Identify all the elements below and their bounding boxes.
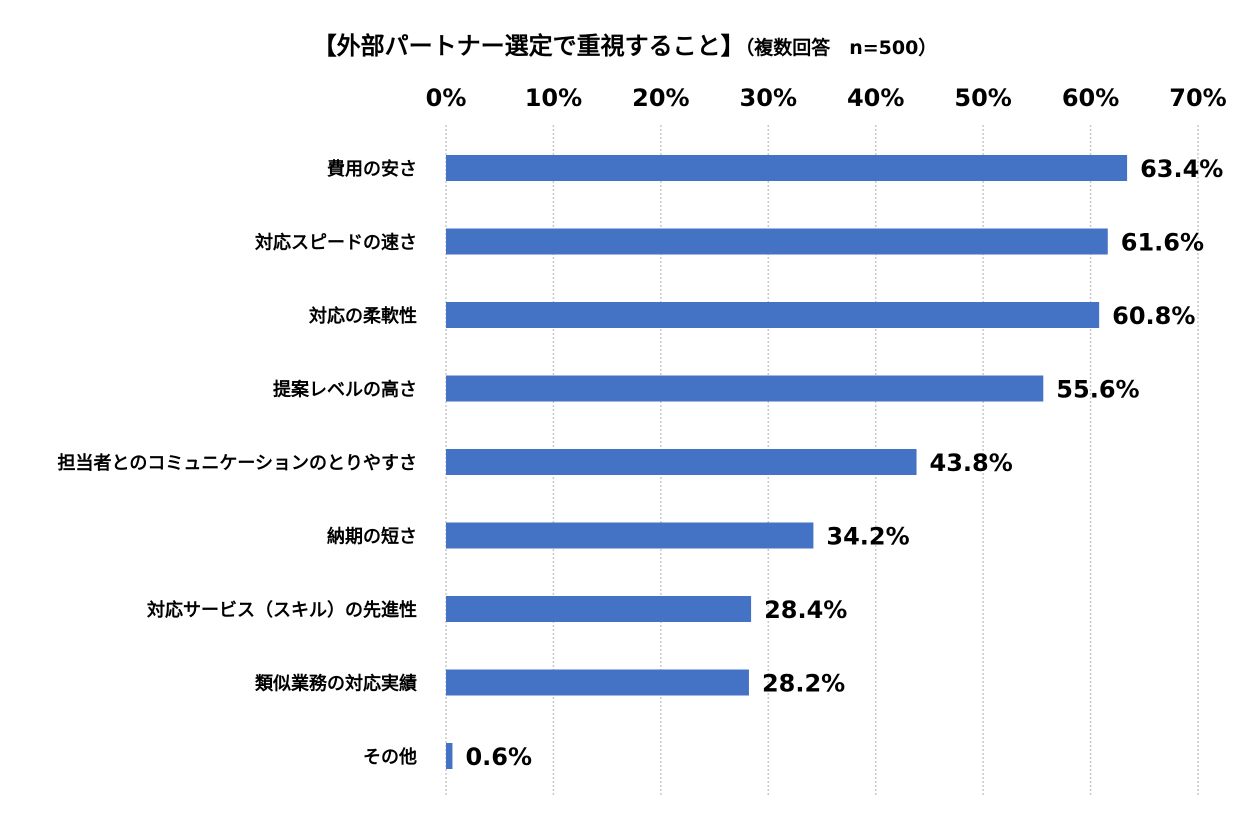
bar — [446, 522, 814, 549]
category-label: 費用の安さ — [327, 158, 417, 180]
bar — [446, 596, 752, 622]
value-label: 28.4% — [764, 596, 847, 624]
category-label: その他 — [363, 746, 417, 768]
bar — [446, 375, 1044, 402]
bar — [446, 228, 1108, 255]
category-labels: 費用の安さ対応スピードの速さ対応の柔軟性提案レベルの高さ担当者とのコミュニケーシ… — [58, 158, 417, 768]
bar — [446, 155, 1128, 181]
x-tick-label: 70% — [1169, 84, 1226, 112]
value-label: 61.6% — [1121, 229, 1204, 257]
chart-title-main: 【外部パートナー選定で重視すること】 — [312, 32, 745, 60]
value-label: 63.4% — [1140, 155, 1223, 183]
chart-title: 【外部パートナー選定で重視すること】（複数回答 n=500） — [0, 26, 1250, 61]
value-label: 60.8% — [1112, 302, 1195, 330]
category-label: 提案レベルの高さ — [273, 379, 417, 401]
bar — [446, 302, 1100, 328]
bars — [446, 155, 1128, 769]
chart-subtitle: （複数回答 n=500） — [744, 37, 938, 59]
category-label: 納期の短さ — [327, 526, 417, 548]
x-tick-label: 60% — [1062, 84, 1119, 112]
x-axis-ticks: 0% 10% 20% 30% 40% 50% 60% 70% — [426, 84, 1227, 112]
x-tick-label: 50% — [954, 84, 1011, 112]
x-tick-label: 30% — [740, 84, 797, 112]
value-label: 55.6% — [1056, 376, 1139, 404]
category-label: 対応の柔軟性 — [308, 305, 417, 327]
bar — [446, 743, 453, 769]
value-label: 34.2% — [826, 523, 909, 551]
value-labels: 63.4% 61.6% 60.8% 55.6% 43.8% 34.2% 28.4% 28.2%… — [465, 155, 1223, 771]
x-tick-label: 10% — [525, 84, 582, 112]
category-label: 類似業務の対応実績 — [254, 673, 417, 695]
value-label: 43.8% — [930, 449, 1013, 477]
x-tick-label: 0% — [426, 84, 467, 112]
category-label: 担当者とのコミュニケーションのとりやすさ — [58, 452, 417, 474]
bar — [446, 669, 749, 696]
value-label: 28.2% — [762, 670, 845, 698]
x-tick-label: 40% — [847, 84, 904, 112]
category-label: 対応スピードの速さ — [254, 232, 417, 254]
bar — [446, 449, 917, 475]
category-label: 対応サービス（スキル）の先進性 — [146, 599, 417, 621]
value-label: 0.6% — [465, 743, 532, 771]
x-tick-label: 20% — [632, 84, 689, 112]
